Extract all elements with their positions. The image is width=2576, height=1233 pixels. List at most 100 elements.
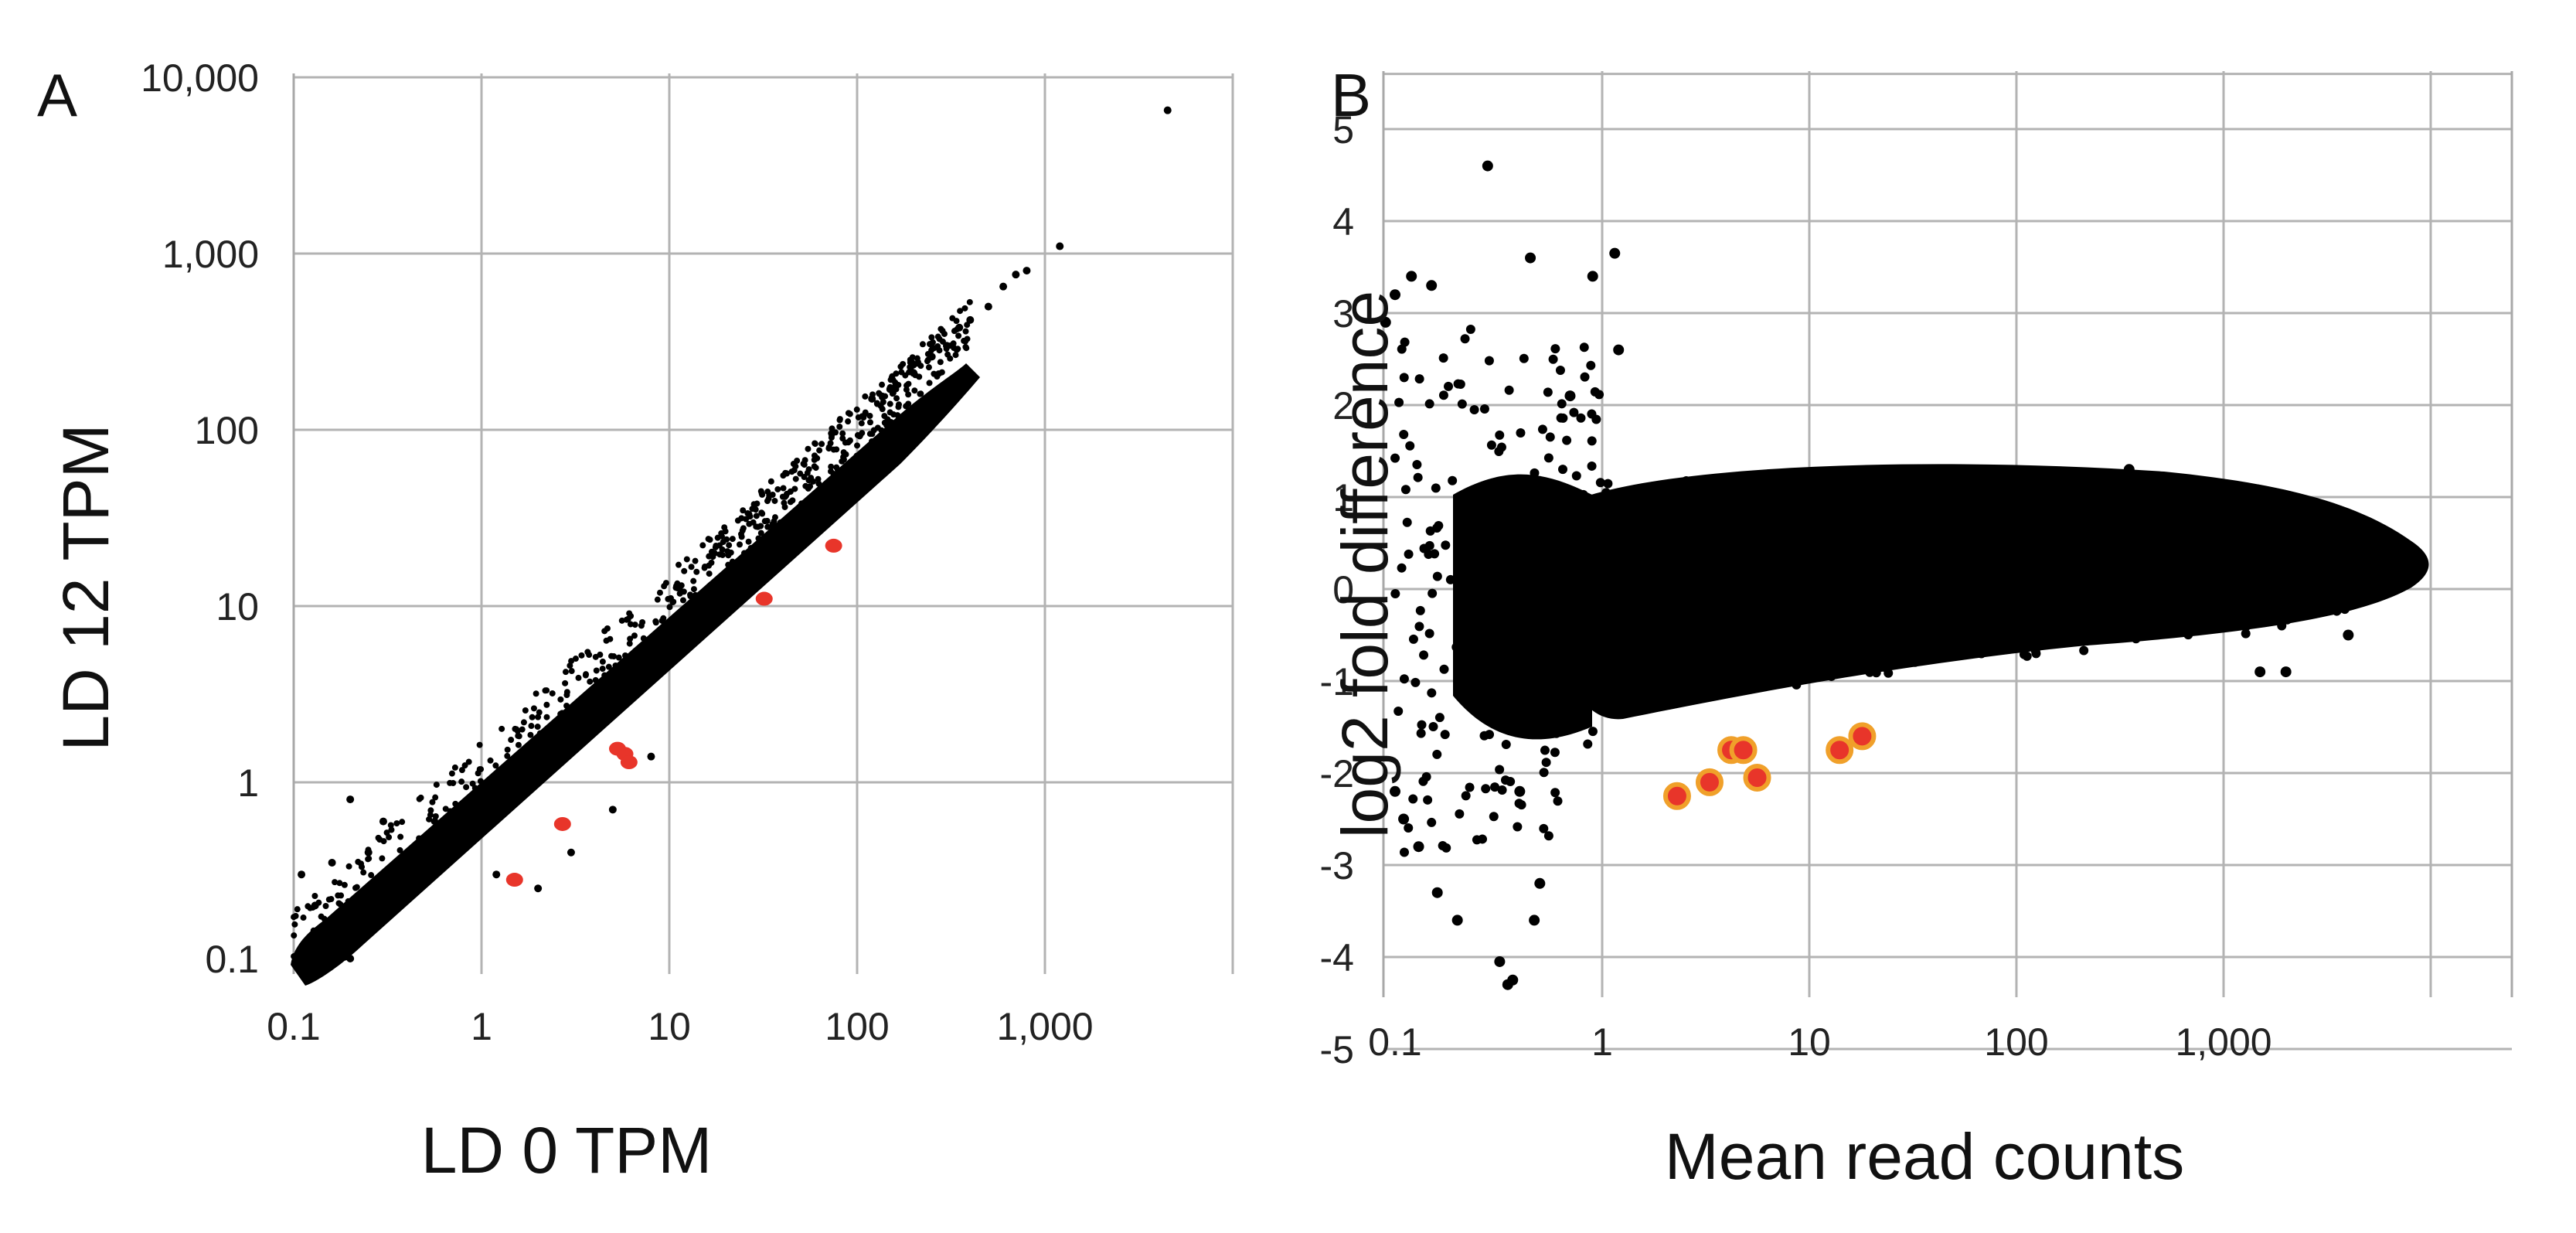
panel-b-cloud-point: [2207, 588, 2217, 598]
panel-a-point: [1023, 267, 1031, 275]
panel-b-point: [1564, 390, 1576, 402]
panel-b-cloud-point: [1516, 427, 1526, 438]
panel-b-point: [1534, 877, 1546, 889]
panel-b-cloud-point: [1750, 491, 1760, 501]
panel-a-cloud-point: [386, 881, 393, 888]
panel-b-cloud-point: [1400, 337, 1410, 347]
panel-b-cloud-point: [1550, 788, 1560, 798]
panel-b-cloud-point: [1962, 639, 1972, 649]
panel-b-cloud-point: [2079, 535, 2089, 545]
panel-b-cloud-point: [1548, 354, 1558, 364]
panel-a-cloud-point: [360, 869, 367, 876]
panel-a-cloud-point: [879, 381, 886, 388]
panel-b-point: [1587, 271, 1598, 282]
panel-a-cloud-point: [369, 888, 376, 895]
panel-b-cloud-point: [2269, 601, 2279, 611]
panel-a-cloud-point: [761, 518, 768, 525]
panel-b-cloud-point: [2249, 539, 2259, 549]
panel-a-cloud-point: [757, 523, 764, 530]
panel-b-cloud-point: [1538, 596, 1548, 606]
panel-b-cloud-point: [2216, 572, 2226, 582]
panel-a-point: [647, 752, 655, 761]
panel-b-cloud-point: [1567, 652, 1577, 662]
panel-b-cloud-point: [1632, 699, 1642, 709]
panel-b-tick-labels: 0.1 1 10 100 1,000 -5 -4 -3 -2 -1 0 1 2 3 4 5: [1320, 108, 2272, 1071]
panel-b-cloud-point: [2011, 622, 2021, 632]
panel-b-cloud-point: [1553, 796, 1563, 806]
panel-b-cloud-point: [1818, 518, 1828, 528]
panel-b-cloud-point: [1690, 679, 1700, 689]
panel-a-cloud-point: [727, 569, 733, 576]
panel-a-cloud-point: [587, 678, 594, 685]
panel-a-cloud-point: [707, 581, 714, 588]
panel-a-cloud-point: [858, 420, 865, 427]
panel-b-cloud-point: [2227, 535, 2237, 545]
panel-b-cloud-point: [1397, 563, 1407, 573]
panel-a-cloud-point: [485, 781, 492, 788]
panel-b-y-tick-label: -5: [1320, 1028, 1354, 1071]
panel-b-cloud-point: [1673, 649, 1683, 659]
panel-b-cloud-point: [1430, 549, 1440, 559]
panel-a-cloud-point: [396, 846, 403, 853]
panel-b-cloud-point: [1709, 598, 1719, 608]
panel-b-cloud-point: [2195, 596, 2205, 606]
panel-b-cloud-point: [1915, 543, 1925, 553]
panel-a-cloud-point: [957, 308, 964, 315]
panel-b-cloud-point: [1543, 453, 1553, 463]
panel-b-cloud-point: [2013, 571, 2023, 581]
panel-b-cloud-point: [2292, 525, 2302, 535]
panel-b-cloud-point: [1770, 615, 1780, 625]
panel-b-cloud-point: [2174, 569, 2184, 579]
panel-b-cloud-point: [2343, 549, 2353, 559]
panel-b-cloud-point: [2339, 598, 2350, 608]
panel-b-cloud-point: [1738, 498, 1748, 508]
panel-b-point: [1390, 289, 1400, 301]
panel-a-cloud-point: [477, 778, 484, 785]
panel-b-cloud-point: [1540, 555, 1550, 565]
panel-a-cloud-point: [528, 723, 535, 730]
panel-b-cloud-point: [1931, 608, 1941, 618]
panel-b-cloud-point: [2021, 595, 2031, 605]
panel-a-cloud-point: [557, 710, 564, 717]
panel-a-cloud-point: [845, 410, 852, 417]
panel-a-cloud-point: [543, 714, 550, 720]
panel-b-cloud-point: [1716, 653, 1726, 663]
panel-b-cloud-point: [2198, 622, 2208, 632]
panel-a-cloud-point: [615, 654, 622, 661]
panel-b-cloud-point: [2316, 543, 2326, 553]
panel-b-cloud-point: [2326, 569, 2336, 579]
panel-b-cloud-point: [1519, 353, 1529, 363]
panel-a-cloud-point: [527, 731, 534, 738]
panel-b-cloud-point: [2333, 584, 2343, 594]
panel-a-cloud-point: [322, 918, 329, 925]
panel-a-cloud-point: [928, 334, 935, 341]
panel-a-cloud-point: [530, 739, 537, 746]
panel-b-cloud-point: [1893, 533, 1903, 543]
panel-b-cloud-point: [1495, 765, 1505, 775]
panel-a-cloud-point: [739, 527, 746, 534]
panel-b-cloud-point: [1756, 508, 1766, 518]
panel-a-cloud-point: [711, 550, 718, 557]
panel-b-cloud-point: [2115, 519, 2125, 530]
panel-b-cloud-point: [2312, 557, 2322, 567]
panel-a-cloud-point: [961, 305, 968, 312]
panel-b-cloud-point: [1933, 579, 1943, 589]
panel-b-cloud-point: [1920, 516, 1930, 526]
panel-a-cloud-point: [381, 886, 388, 893]
panel-b-cloud-point: [1573, 594, 1583, 605]
panel-b-cloud-point: [1795, 555, 1805, 565]
panel-a-cloud-point: [575, 674, 582, 681]
panel-a-cloud-point: [318, 913, 325, 920]
panel-a-cloud-point: [626, 640, 633, 647]
panel-b-cloud-point: [1805, 659, 1815, 669]
panel-b-cloud-point: [1944, 603, 1954, 613]
panel-a-highlight-point: [755, 591, 773, 606]
panel-b-x-tick-label: 10: [1788, 1020, 1831, 1064]
panel-b-cloud-point: [1479, 404, 1489, 414]
panel-b-point: [2254, 666, 2266, 678]
panel-b-cloud-point: [1503, 672, 1513, 682]
panel-a-point: [311, 901, 319, 910]
panel-a-cloud-point: [725, 561, 732, 568]
panel-a-cloud-point: [585, 707, 592, 714]
panel-a-cloud-point: [420, 866, 427, 873]
